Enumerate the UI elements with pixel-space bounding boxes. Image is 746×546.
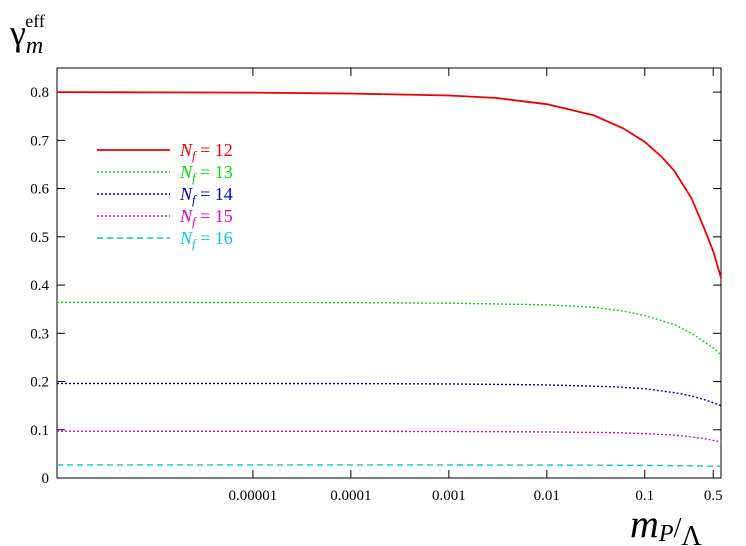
x-tick-label: 0.01 [534, 488, 560, 504]
legend-label-main: N [179, 206, 193, 226]
legend-label: Nf = 13 [179, 162, 233, 185]
x-axis-title-sub: P [658, 521, 674, 546]
y-tick-label: 0.8 [30, 85, 49, 101]
legend-label-rest: = 14 [196, 184, 233, 204]
legend-label-main: N [179, 140, 193, 160]
legend-label-main: N [179, 184, 193, 204]
y-tick-label: 0.3 [30, 326, 49, 342]
y-axis-title-sub: m [26, 33, 43, 59]
x-tick-label: 0.1 [635, 488, 654, 504]
series-line-nf-14 [57, 382, 722, 407]
series-line-nf-16 [57, 464, 722, 468]
legend-label-main: N [179, 162, 193, 182]
y-axis-title-sup: eff [25, 11, 45, 31]
legend-label: Nf = 16 [179, 228, 233, 251]
x-tick-group: 0.00001 0.0001 0.001 0.01 0.1 0.5 [229, 68, 723, 504]
y-tick-label: 0 [42, 471, 50, 487]
y-tick-label: 0.6 [30, 182, 49, 198]
y-axis-title-main: γ [9, 13, 26, 53]
legend-label-sub: f [192, 214, 198, 229]
y-tick-label: 0.7 [30, 133, 49, 149]
x-tick-label: 0.5 [704, 488, 723, 504]
y-axis-title: γmeff [9, 11, 45, 59]
legend-label: Nf = 15 [179, 206, 233, 229]
legend-label-rest: = 12 [196, 140, 233, 160]
y-tick-group: 0 0.1 0.2 0.3 0.4 0.5 0.6 0.7 0.8 [30, 85, 721, 487]
x-tick-label: 0.001 [432, 488, 466, 504]
legend-label: Nf = 14 [179, 184, 233, 207]
x-tick-label: 0.00001 [229, 488, 278, 504]
y-tick-label: 0.4 [30, 278, 49, 294]
y-tick-label: 0.2 [30, 375, 49, 391]
x-axis-title-denom: Λ [681, 521, 702, 546]
x-axis-title-main: m [630, 501, 659, 546]
plot-area [56, 67, 722, 479]
series-line-nf-12 [56, 91, 722, 279]
x-tick-label: 0.0001 [330, 488, 371, 504]
y-tick-label: 0.1 [30, 423, 49, 439]
legend-label-sub: f [192, 236, 198, 251]
series-line-nf-15 [56, 430, 722, 443]
legend-label-sub: f [192, 192, 198, 207]
series-line-nf-13 [56, 301, 722, 356]
y-tick-label: 0.5 [30, 230, 49, 246]
legend-label: Nf = 12 [179, 140, 233, 163]
x-axis-title-slash: / [674, 513, 682, 544]
legend-label-rest: = 15 [196, 206, 233, 226]
legend-label-rest: = 16 [196, 228, 233, 248]
legend-label-main: N [179, 228, 193, 248]
x-axis-title: mP/Λ [630, 501, 702, 546]
series-group [56, 91, 722, 468]
legend-label-sub: f [192, 170, 198, 185]
legend-label-rest: = 13 [196, 162, 233, 182]
legend-label-sub: f [192, 148, 198, 163]
